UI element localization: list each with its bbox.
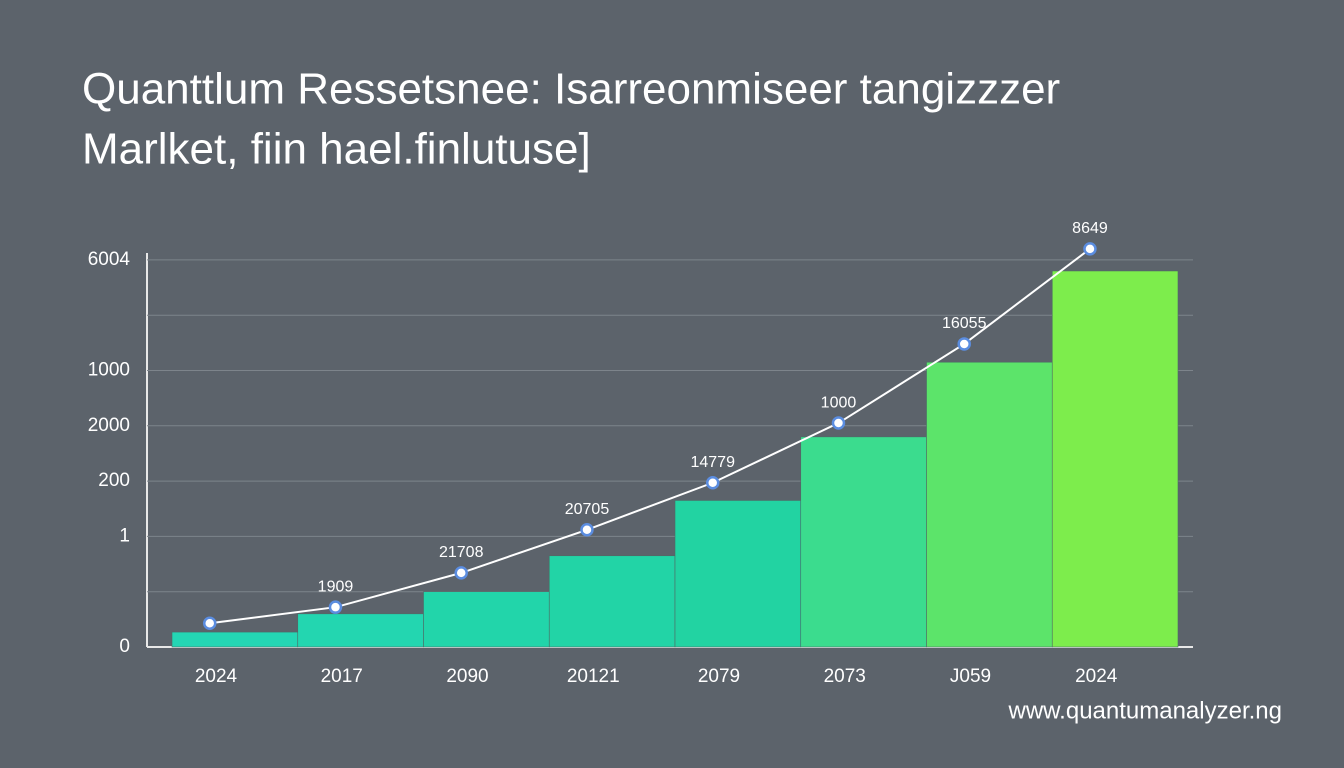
line-point xyxy=(202,616,217,630)
point-label: 14779 xyxy=(690,454,735,471)
x-tick-label: 2024 xyxy=(195,666,238,687)
point-label: 1909 xyxy=(318,578,354,595)
bar xyxy=(171,631,299,648)
bar xyxy=(674,500,802,648)
chart-subtitle: Marlket, fiin hael.finlutuse] xyxy=(82,125,591,174)
y-tick-label: 200 xyxy=(98,470,130,491)
line-point xyxy=(454,566,468,580)
line xyxy=(209,248,1091,625)
line-point xyxy=(1083,242,1097,256)
line-point xyxy=(957,337,971,351)
x-tick-label: 20121 xyxy=(567,666,620,687)
x-tick-label: 2024 xyxy=(1075,666,1118,687)
y-tick-label: 0 xyxy=(119,636,130,657)
bar xyxy=(800,436,927,648)
point-label: 8649 xyxy=(1072,220,1108,237)
x-tick-label: 2073 xyxy=(824,666,866,687)
bar xyxy=(423,591,550,648)
y-tick-label: 1000 xyxy=(88,360,130,381)
chart-title: Quanttlum Ressetsnee: Isarreonmiseer tan… xyxy=(82,65,1060,114)
y-tick-label: 2000 xyxy=(88,415,130,436)
line-point xyxy=(705,476,720,490)
point-label: 20705 xyxy=(565,501,610,518)
point-label: 21708 xyxy=(439,544,484,561)
point-label: 16055 xyxy=(942,315,987,332)
grid xyxy=(147,259,1193,593)
x-tick-label: J059 xyxy=(950,666,991,687)
point-label: 1000 xyxy=(821,394,857,411)
x-tick-label: 2017 xyxy=(321,666,363,687)
bar xyxy=(1051,270,1179,648)
x-tick-label: 2079 xyxy=(698,666,740,687)
line-point xyxy=(328,600,343,614)
line-point xyxy=(831,416,846,430)
x-tick-label: 2090 xyxy=(446,666,488,687)
y-tick-label: 1 xyxy=(119,525,130,546)
bar xyxy=(548,555,676,648)
bar xyxy=(926,361,1053,648)
y-tick-label: 6004 xyxy=(88,249,131,270)
source: www.quantumanalyzer.ng xyxy=(1008,697,1283,724)
bar xyxy=(297,613,424,648)
line-point xyxy=(580,523,594,537)
